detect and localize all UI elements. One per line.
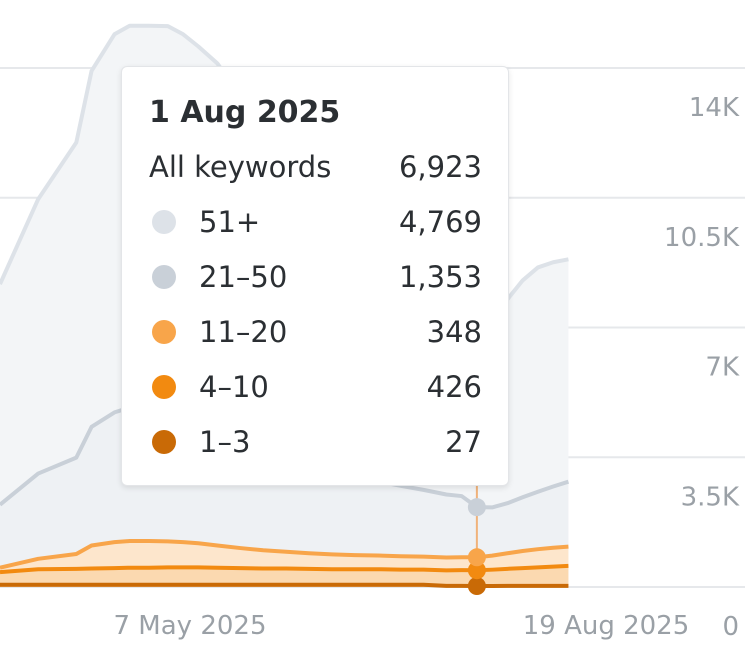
chart-tooltip: 1 Aug 2025 All keywords 6,923 51+ 4,769 … (121, 66, 509, 486)
tooltip-row-value: 1,353 (398, 260, 482, 294)
tooltip-row-1-3: 1–3 27 (149, 422, 482, 477)
cursor-marker-11–20 (467, 548, 486, 567)
tooltip-row-value: 426 (426, 370, 482, 404)
tooltip-row-value: 4,769 (398, 205, 482, 239)
y-tick-label: 10.5K (664, 223, 740, 253)
x-tick-label: 7 May 2025 (114, 611, 267, 641)
x-tick-label: 19 Aug 2025 (523, 611, 690, 641)
tooltip-row-21-50: 21–50 1,353 (149, 257, 482, 312)
tooltip-total-label: All keywords (149, 150, 332, 184)
legend-dot-21-50 (152, 265, 176, 289)
tooltip-row-label: 11–20 (199, 315, 288, 349)
line-4–10 (0, 563, 569, 575)
cursor-marker-1–3 (467, 576, 486, 595)
tooltip-row-label: 51+ (199, 205, 261, 239)
tooltip-row-value: 27 (445, 425, 482, 459)
line-11–20 (0, 539, 569, 570)
cursor-marker-4–10 (467, 561, 486, 580)
area-11–20 (0, 541, 569, 573)
legend-dot-11-20 (152, 320, 176, 344)
tooltip-total-value: 6,923 (398, 150, 482, 184)
tooltip-row-label: 1–3 (199, 425, 251, 459)
y-tick-label: 0 (722, 612, 739, 642)
tooltip-total-row: All keywords 6,923 (149, 147, 482, 202)
y-tick-label: 14K (689, 93, 740, 123)
legend-dot-4-10 (152, 375, 176, 399)
legend-dot-51plus (152, 210, 176, 234)
x-axis-ticks: 7 May 2025 19 Aug 2025 (114, 611, 690, 641)
tooltip-row-value: 348 (426, 315, 482, 349)
y-tick-label: 3.5K (681, 482, 740, 512)
tooltip-row-label: 21–50 (199, 260, 288, 294)
tooltip-row-4-10: 4–10 426 (149, 367, 482, 422)
tooltip-row-label: 4–10 (199, 370, 269, 404)
cursor-marker-21–50 (467, 498, 486, 517)
legend-dot-1-3 (152, 430, 176, 454)
y-tick-label: 7K (705, 353, 740, 383)
tooltip-row-11-20: 11–20 348 (149, 312, 482, 367)
tooltip-row-51plus: 51+ 4,769 (149, 202, 482, 257)
tooltip-date: 1 Aug 2025 (149, 95, 341, 130)
line-1–3 (0, 582, 569, 588)
y-axis-ticks: 14K 10.5K 7K 3.5K 0 (664, 93, 740, 642)
